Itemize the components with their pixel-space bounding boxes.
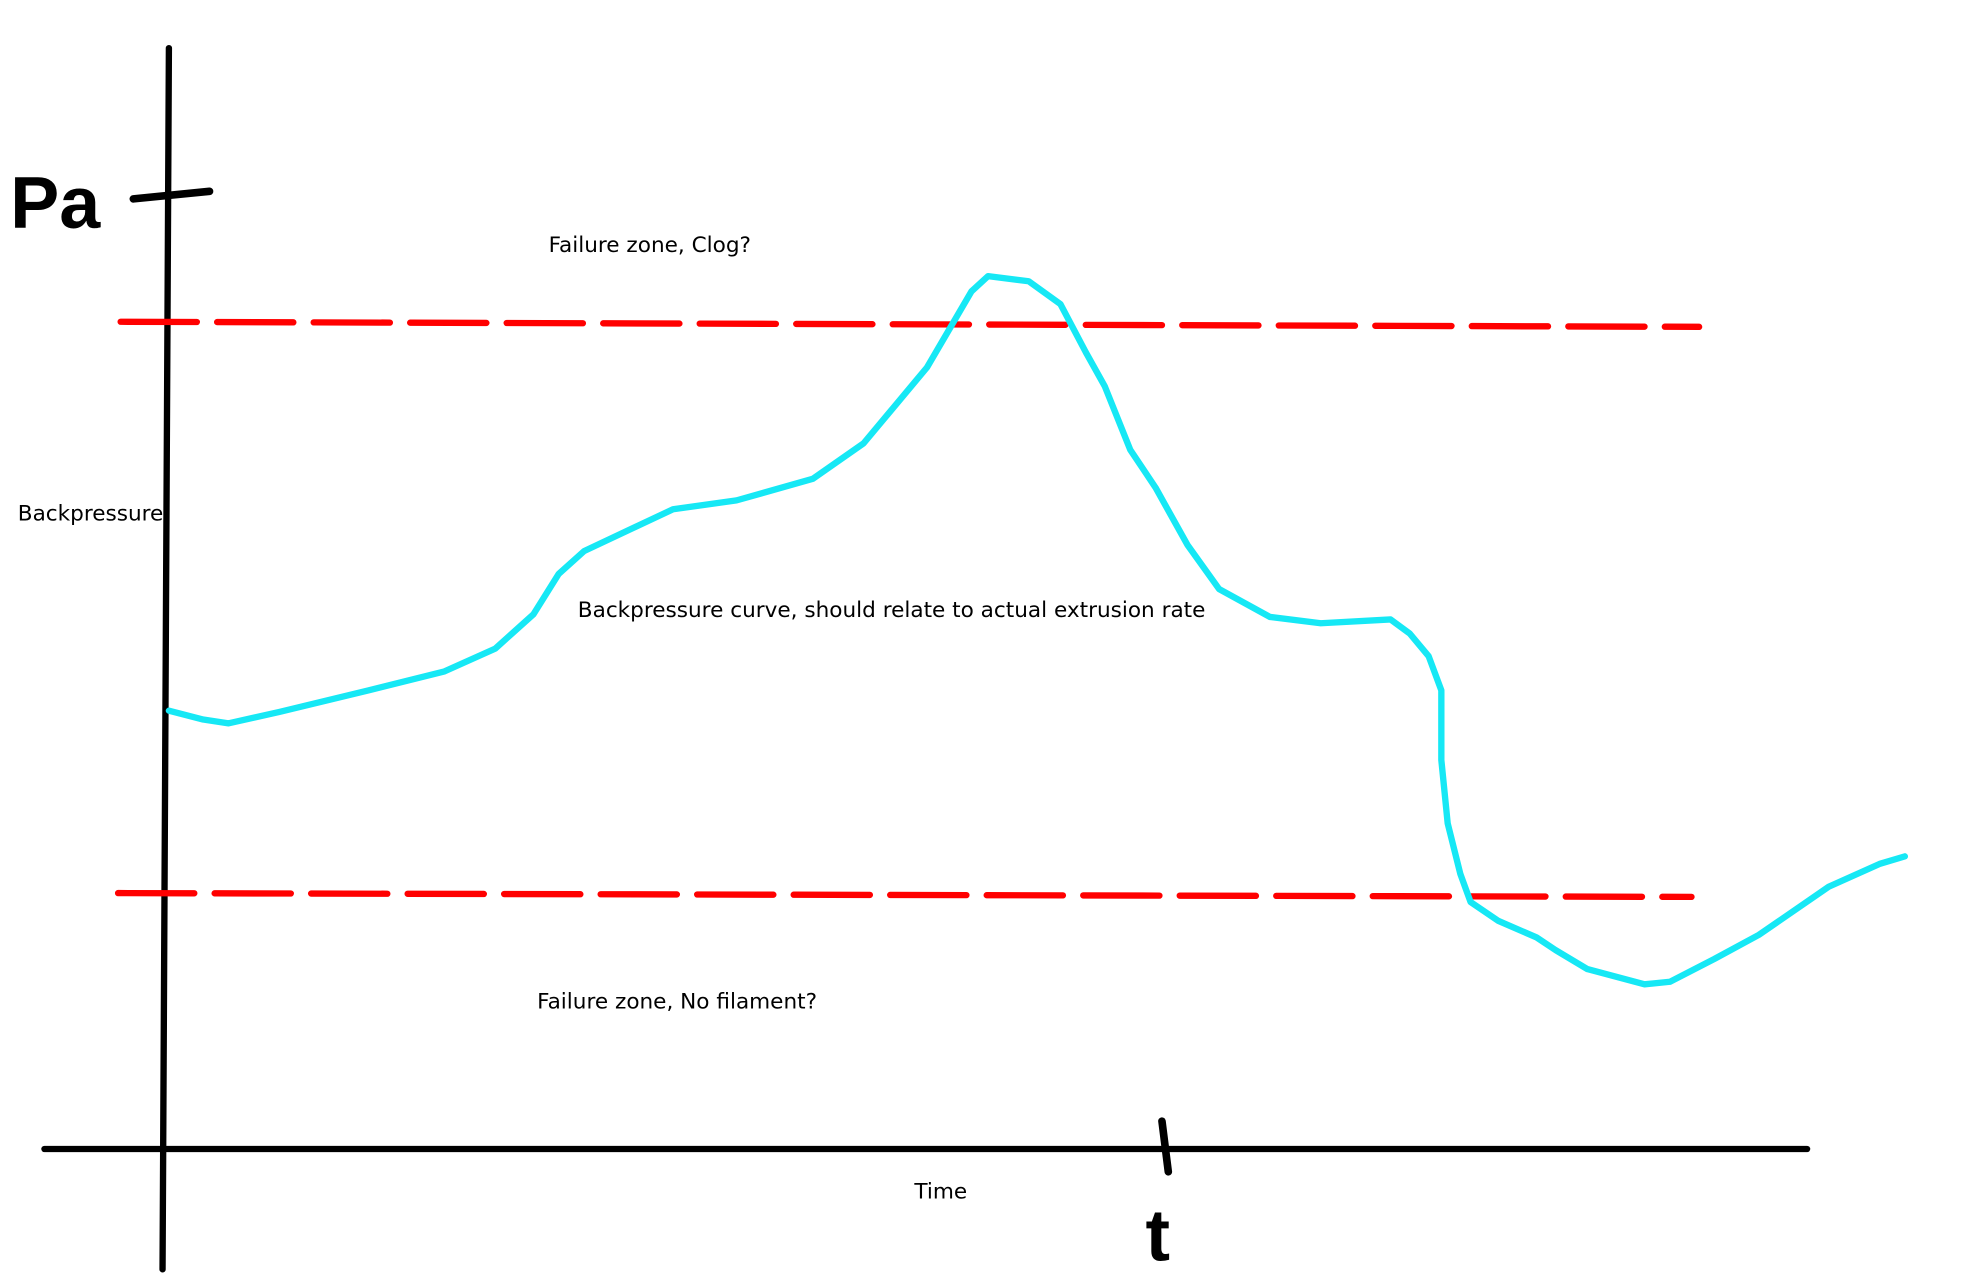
upper-zone-label: Failure zone, Clog? [549, 233, 751, 258]
curve-label: Backpressure curve, should relate to act… [578, 598, 1206, 623]
x-axis-label: Time [913, 1179, 967, 1204]
y-axis-symbol: Pa [10, 161, 101, 244]
backpressure-curve [165, 272, 1909, 988]
x-tick [1158, 1117, 1173, 1176]
upper-threshold [117, 318, 1703, 331]
y-axis [159, 44, 173, 1273]
lower-zone-label: Failure zone, No filament? [537, 989, 817, 1014]
x-axis-symbol: t [1145, 1194, 1170, 1277]
lower-threshold [114, 889, 1695, 901]
y-tick [129, 187, 214, 203]
y-axis-label: Backpressure [18, 502, 164, 527]
